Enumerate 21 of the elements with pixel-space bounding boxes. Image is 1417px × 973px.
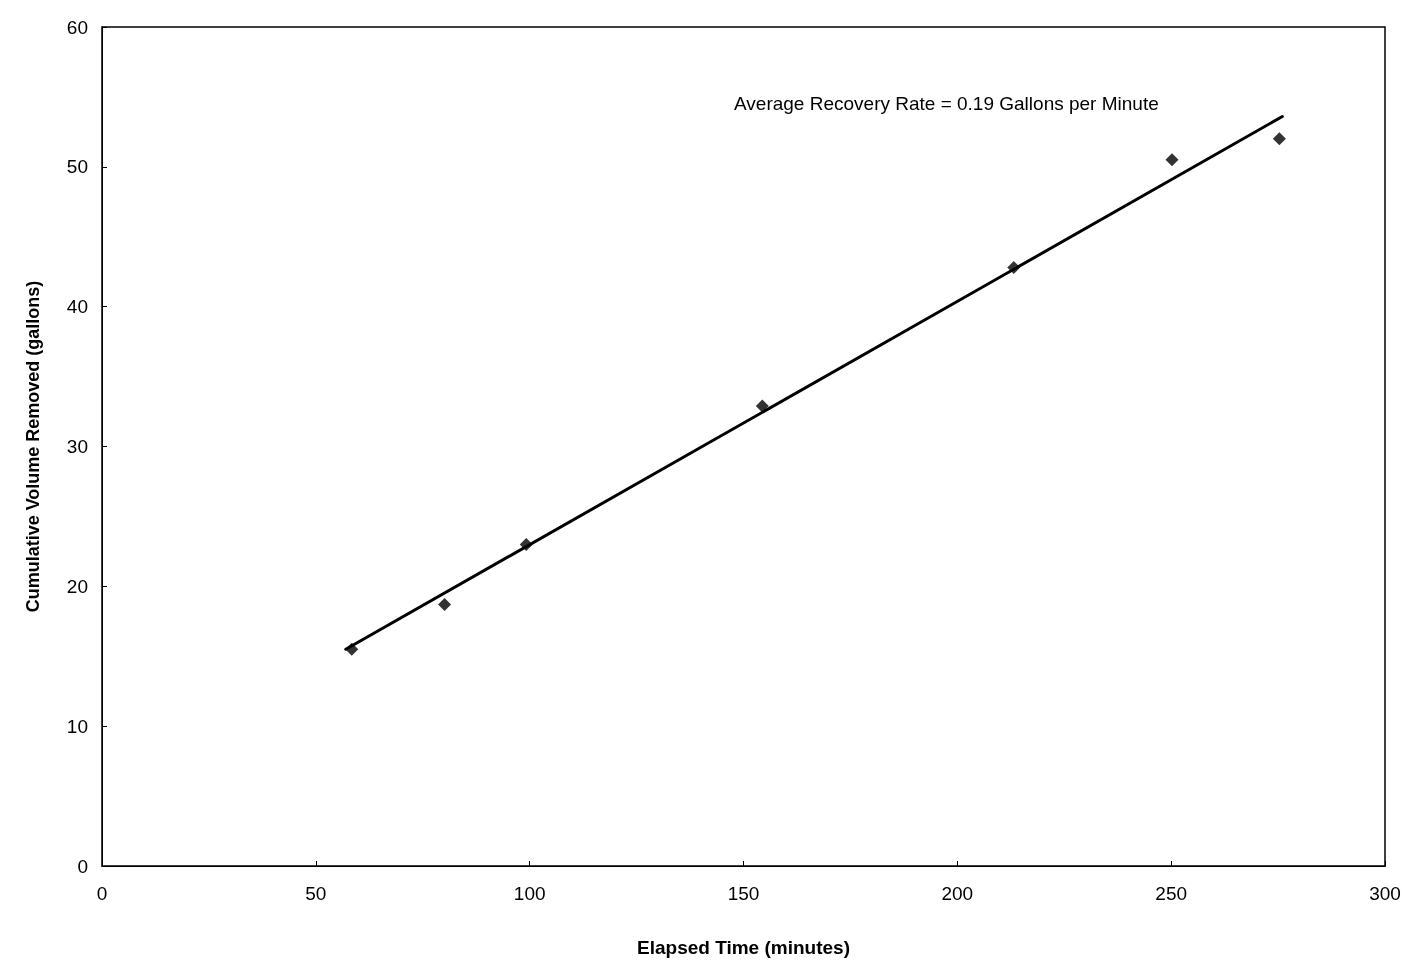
y-tick-label: 60 [66,16,88,38]
point [755,399,769,413]
y-tick-label: 20 [66,575,88,597]
x-tick-label: 100 [513,883,546,904]
y-tick-label: 30 [66,436,88,457]
annotation: Average Recovery Rate = 0.19 Gallons per Minute [734,93,1159,114]
x-axis-title: Elapsed Time (minutes) [637,937,850,958]
x-tick-label: 300 [1369,883,1401,904]
x-tick-label: 200 [941,883,974,904]
x-tick-label: 50 [305,883,327,904]
y-tick-label: 40 [66,296,88,318]
y-tick-label: 0 [77,855,88,877]
point [1165,153,1179,167]
point [1272,132,1286,146]
x-tick-label: 250 [1155,883,1188,904]
x-tick-label: 0 [96,883,108,904]
x-tick-label: 150 [727,883,760,904]
y-axis-title: Cumulative Volume Removed (gallons) [23,280,43,613]
y-tick-label: 10 [66,715,88,737]
point [438,598,452,612]
y-tick-label: 50 [66,156,88,178]
